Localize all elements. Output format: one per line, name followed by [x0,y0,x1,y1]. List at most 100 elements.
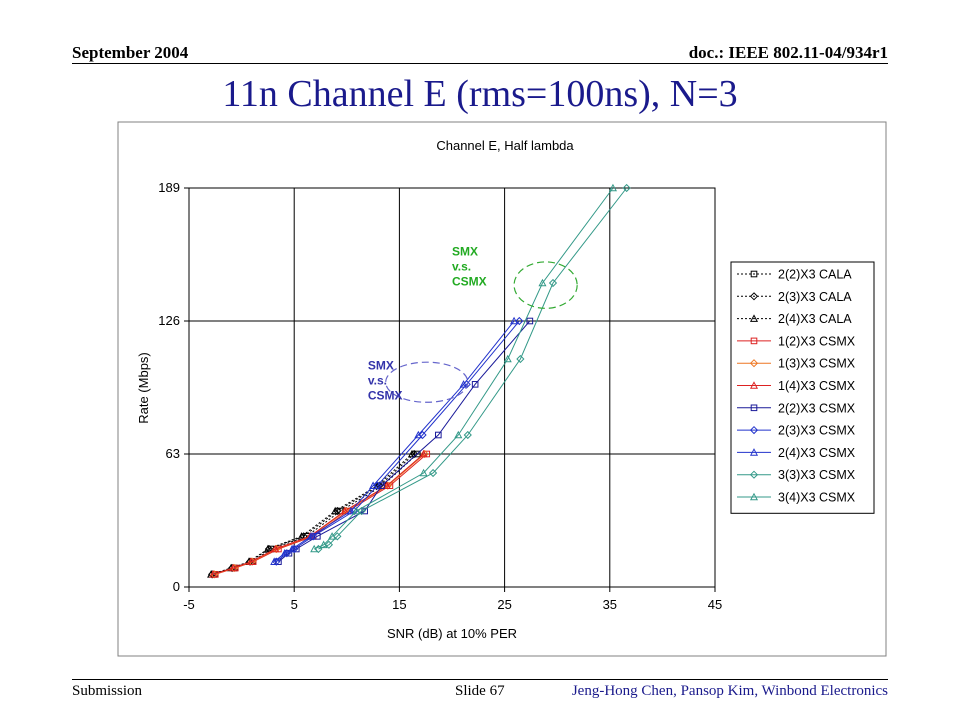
data-point [328,532,337,540]
x-tick-label: 5 [291,597,298,612]
series-layer [207,183,631,579]
legend-item: 2(3)X3 CSMX [737,424,856,438]
header-rule [72,63,888,64]
legend-item: 1(3)X3 CSMX [737,357,856,371]
legend-label: 2(3)X3 CALA [778,290,852,304]
legend-label: 3(4)X3 CSMX [778,491,856,505]
data-point [346,506,356,515]
annotation-ellipse [513,261,578,309]
legend-item: 2(2)X3 CALA [737,268,852,282]
legend-swatch-marker [749,292,759,301]
legend-label: 1(3)X3 CSMX [778,357,856,371]
legend-swatch-marker [749,359,759,368]
series-line [213,453,424,575]
x-tick-label: 25 [497,597,511,612]
data-point [263,544,272,553]
y-tick-label: 189 [158,180,180,195]
legend-swatch-marker [749,492,759,501]
data-point [270,557,279,565]
data-point [306,532,316,540]
data-point [548,278,558,288]
data-point [459,380,468,388]
series-8 [270,316,519,565]
data-point [414,430,423,439]
data-point [471,381,479,388]
footer-slide-number: Slide 67 [455,683,505,699]
data-point [526,317,534,325]
data-point [463,430,472,440]
annotation-text: CSMX [368,389,403,403]
data-point [247,557,256,565]
data-point [340,506,349,515]
data-point [369,481,378,489]
data-point [280,548,289,557]
footer-rule [72,679,888,680]
data-point [435,431,442,439]
data-point [310,544,319,553]
data-point [418,430,427,440]
legend-label: 3(3)X3 CSMX [778,468,856,482]
x-tick-label: 15 [392,597,406,612]
header-date: September 2004 [72,43,189,62]
series-5 [209,449,428,578]
y-tick-label: 63 [166,446,180,461]
legend-swatch-marker [749,314,759,322]
data-point [515,316,524,326]
x-axis-label: SNR (dB) at 10% PER [387,626,517,641]
footer-submission: Submission [72,683,143,699]
data-point [454,430,463,439]
legend-label: 2(2)X3 CSMX [778,401,856,415]
data-point [290,544,299,554]
data-point [503,354,512,363]
data-point [407,449,417,458]
legend-item: 1(2)X3 CSMX [737,334,856,348]
data-point [410,449,419,459]
data-point [352,506,361,515]
data-point [319,540,328,549]
header-doc-id: doc.: IEEE 802.11-04/934r1 [688,43,888,62]
legend-label: 1(2)X3 CSMX [778,334,856,348]
legend-label: 2(4)X3 CALA [778,312,852,326]
data-point [309,532,318,541]
legend-label: 1(4)X3 CSMX [778,379,856,393]
chart-title: Channel E, Half lambda [436,138,574,153]
data-point [271,544,280,553]
data-point [378,482,385,489]
data-point [229,563,238,572]
data-point [608,183,617,192]
series-line [273,320,515,563]
annotation-text: SMX [368,359,394,373]
legend-swatch-marker [749,381,759,389]
footer-authors: Jeng-Hong Chen, Pansop Kim, Winbond Elec… [571,683,888,699]
legend-label: 2(3)X3 CSMX [778,424,856,438]
data-point [516,354,525,364]
legend-swatch-marker [750,404,758,412]
x-tick-label: -5 [183,597,195,612]
legend-swatch-marker [750,270,758,278]
axis-ticks: -5 5 15 25 35 45 0 63 126 189 [158,180,722,612]
legend-swatch-marker [750,337,758,345]
legend-item: 2(4)X3 CALA [737,312,852,326]
y-tick-label: 0 [173,579,180,594]
data-point [272,557,281,566]
legend-swatch-marker [749,425,759,435]
legend-item: 3(3)X3 CSMX [737,468,856,482]
legend-item: 2(2)X3 CSMX [737,401,856,415]
data-point [373,481,382,490]
slide-title: 11n Channel E (rms=100ns), N=3 [222,73,738,115]
data-point [510,316,519,325]
annotation-text: CSMX [452,275,487,289]
data-point [333,506,342,516]
annotation-text: v.s. [452,260,471,274]
series-line [313,187,614,550]
data-point [382,481,391,489]
legend-label: 2(4)X3 CSMX [778,446,856,460]
data-point [419,468,428,477]
plot-area [188,187,716,588]
data-point [419,449,428,458]
legend-item: 2(4)X3 CSMX [737,446,856,460]
legend: 2(2)X3 CALA 2(3)X3 CALA 2(4)X3 CALA 1(2)X3 … [730,261,875,514]
data-point [324,540,334,549]
annotation-text: SMX [452,245,478,259]
